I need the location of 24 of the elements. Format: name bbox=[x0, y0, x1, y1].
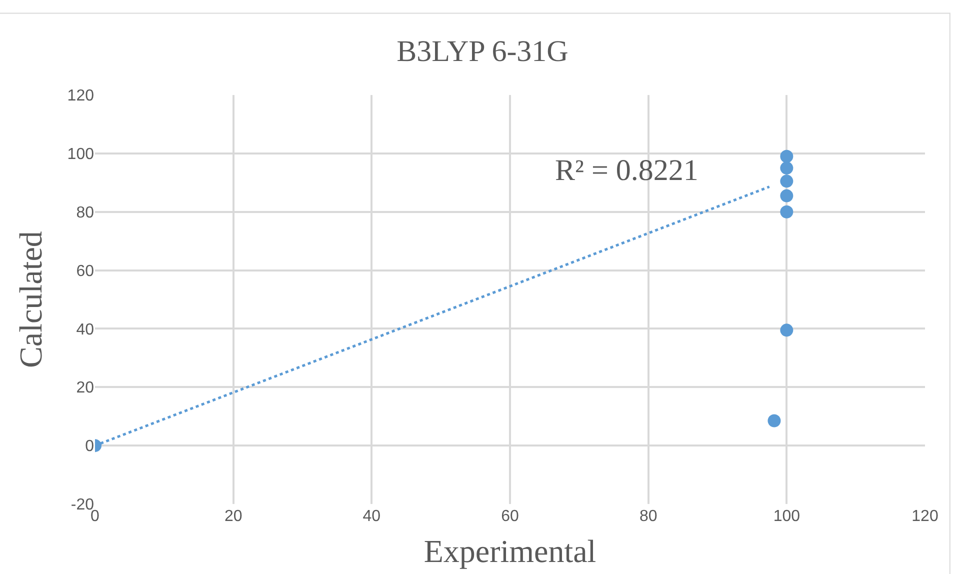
x-tick-label: 120 bbox=[912, 508, 938, 525]
y-tick-label: 60 bbox=[76, 262, 94, 280]
point bbox=[780, 205, 794, 218]
point bbox=[768, 414, 781, 428]
y-tick-label: 40 bbox=[76, 321, 94, 338]
x-axis-title: Experimental bbox=[424, 532, 596, 569]
x-tick-label: 60 bbox=[501, 508, 519, 525]
point bbox=[780, 174, 794, 188]
point bbox=[780, 324, 794, 337]
x-tick-label: 40 bbox=[362, 508, 381, 525]
point bbox=[780, 189, 794, 202]
x-tick-label: 100 bbox=[773, 508, 800, 525]
point bbox=[780, 162, 794, 175]
y-tick-label: 80 bbox=[76, 204, 94, 222]
y-tick-label: 20 bbox=[76, 380, 94, 397]
y-axis-title: Calculated bbox=[12, 231, 49, 368]
y-tick-label: 100 bbox=[67, 146, 94, 164]
point bbox=[780, 150, 794, 163]
y-tick-label: 0 bbox=[85, 438, 94, 456]
x-tick-label: 20 bbox=[224, 508, 242, 525]
chart-title: B3LYP 6-31G bbox=[396, 35, 568, 68]
y-tick-label: 120 bbox=[67, 88, 94, 105]
annotation: R² = 0.8221 bbox=[555, 154, 698, 187]
x-tick-label: 80 bbox=[639, 508, 658, 525]
